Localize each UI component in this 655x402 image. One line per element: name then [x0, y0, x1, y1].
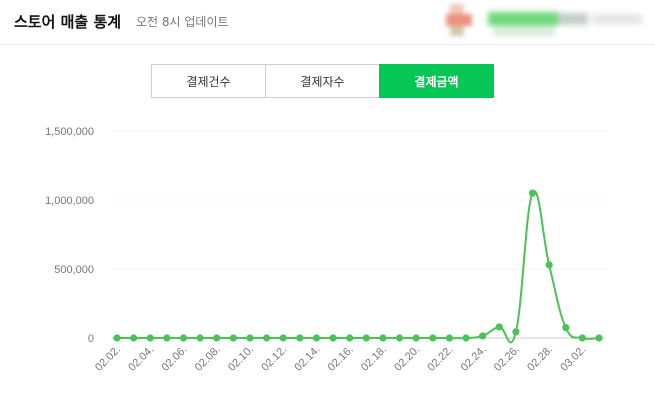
data-point[interactable]	[528, 189, 537, 197]
x-tick-label: 02.12.	[259, 344, 289, 374]
data-point[interactable]	[196, 334, 204, 342]
data-point[interactable]	[412, 334, 420, 342]
x-tick-label: 02.02.	[93, 344, 123, 374]
data-point[interactable]	[395, 334, 404, 342]
tab-payer-count[interactable]: 결제자수	[265, 64, 380, 98]
y-tick-label: 0	[88, 333, 94, 345]
data-point[interactable]	[512, 328, 520, 336]
data-point[interactable]	[163, 334, 171, 342]
data-point[interactable]	[445, 334, 454, 342]
data-point[interactable]	[179, 334, 188, 342]
data-point[interactable]	[495, 323, 503, 331]
x-tick-label: 02.28.	[525, 344, 555, 374]
update-time-label: 오전 8시 업데이트	[136, 15, 229, 29]
y-tick-label: 1,500,000	[45, 126, 94, 138]
data-point[interactable]	[279, 334, 287, 342]
x-tick-label: 02.26.	[492, 344, 522, 374]
data-point[interactable]	[462, 334, 470, 342]
data-point[interactable]	[229, 334, 237, 342]
data-point[interactable]	[578, 334, 586, 342]
account-name-blurred[interactable]	[488, 10, 648, 36]
y-tick-label: 1,000,000	[45, 195, 94, 207]
data-point[interactable]	[213, 334, 221, 342]
data-point[interactable]	[312, 334, 321, 342]
data-point[interactable]	[595, 334, 603, 342]
page-title: 스토어 매출 통계	[14, 13, 122, 31]
data-point[interactable]	[562, 324, 570, 332]
data-point[interactable]	[146, 334, 154, 342]
x-tick-label: 02.24.	[459, 344, 489, 374]
data-point[interactable]	[329, 334, 337, 342]
x-tick-label: 02.20.	[392, 344, 422, 374]
x-tick-label: 02.14.	[292, 344, 322, 374]
data-point[interactable]	[130, 334, 138, 342]
x-tick-label: 02.22.	[425, 344, 455, 374]
data-point[interactable]	[479, 332, 487, 340]
x-tick-label: 02.04.	[126, 344, 156, 374]
y-tick-label: 500,000	[54, 264, 94, 276]
store-avatar[interactable]	[444, 2, 478, 38]
metric-tabs: 결제건수 결제자수 결제금액	[151, 64, 494, 98]
x-tick-label: 02.08.	[193, 344, 223, 374]
data-point[interactable]	[346, 334, 354, 342]
tab-payment-amount[interactable]: 결제금액	[379, 64, 494, 98]
series-line	[117, 190, 600, 344]
data-point[interactable]	[379, 334, 387, 342]
tab-payment-count[interactable]: 결제건수	[151, 64, 266, 98]
page-header: 스토어 매출 통계 오전 8시 업데이트	[0, 0, 655, 45]
x-tick-label: 02.18.	[359, 344, 389, 374]
x-tick-label: 03.02.	[558, 344, 588, 374]
data-point[interactable]	[429, 334, 437, 342]
data-point[interactable]	[362, 334, 370, 342]
x-tick-label: 02.06.	[159, 344, 189, 374]
data-point[interactable]	[246, 334, 254, 342]
data-point[interactable]	[296, 334, 304, 342]
x-tick-label: 02.10.	[226, 344, 256, 374]
data-point[interactable]	[545, 261, 553, 269]
data-point[interactable]	[262, 334, 271, 342]
x-tick-label: 02.16.	[326, 344, 356, 374]
data-point[interactable]	[113, 334, 121, 342]
